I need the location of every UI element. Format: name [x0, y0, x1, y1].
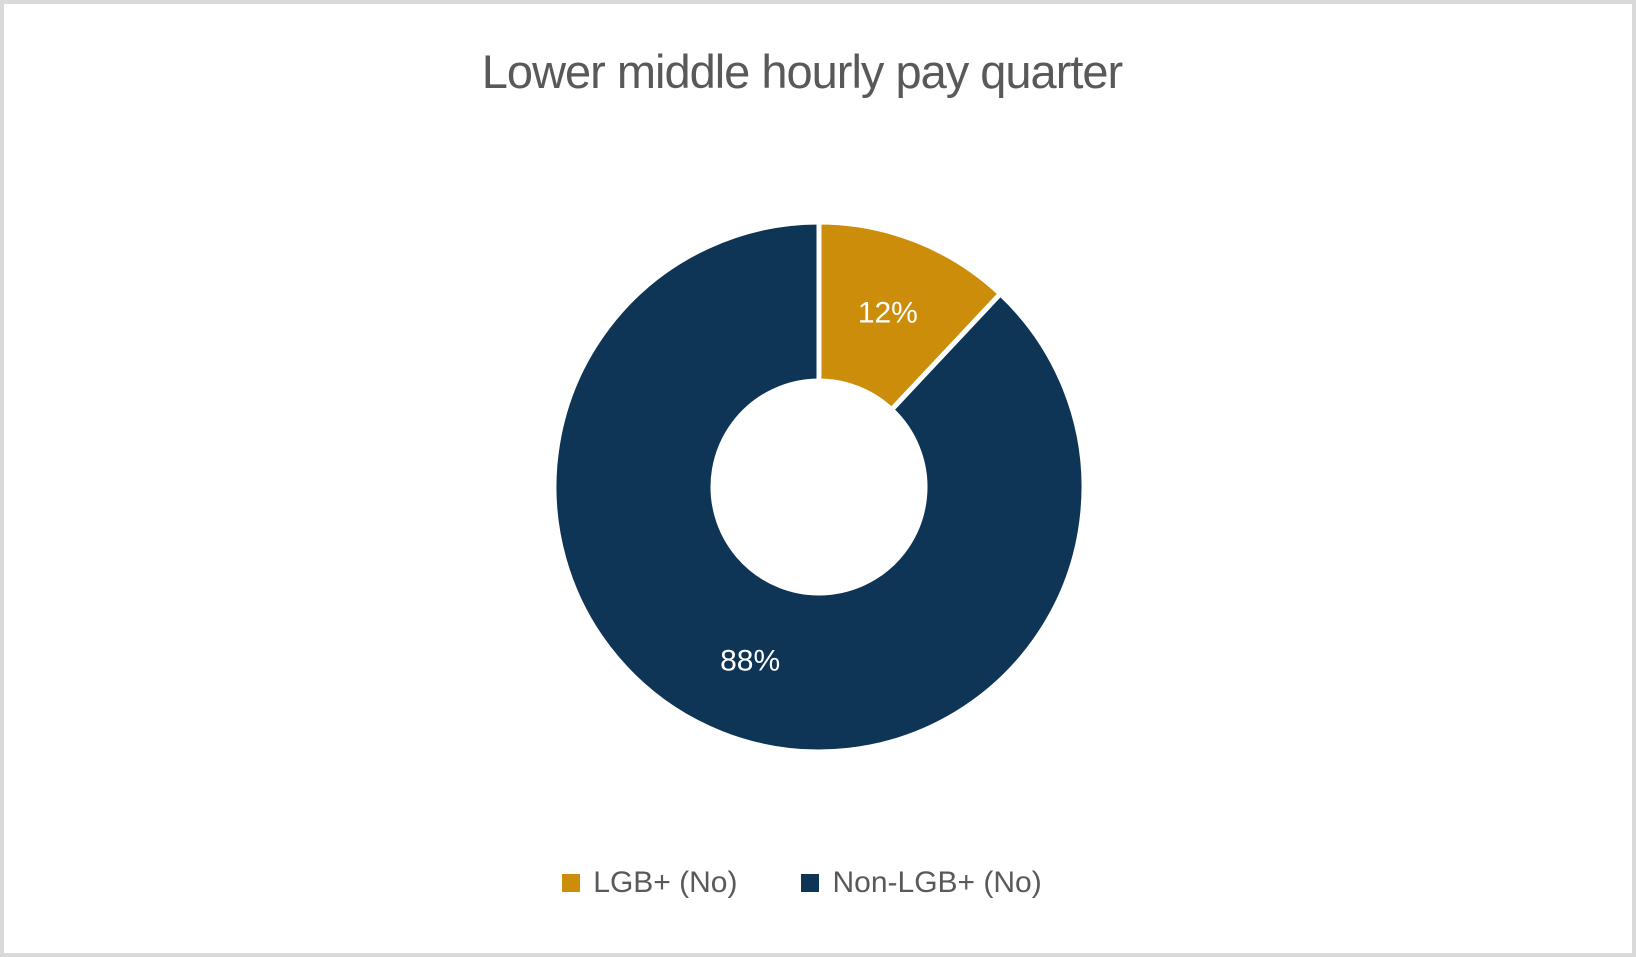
donut-chart: 12% 88% — [551, 219, 1087, 755]
donut-slice-1 — [551, 219, 1087, 755]
data-label-1: 88% — [720, 644, 780, 677]
data-label-0: 12% — [858, 297, 918, 330]
donut-slice-0 — [816, 219, 1004, 414]
